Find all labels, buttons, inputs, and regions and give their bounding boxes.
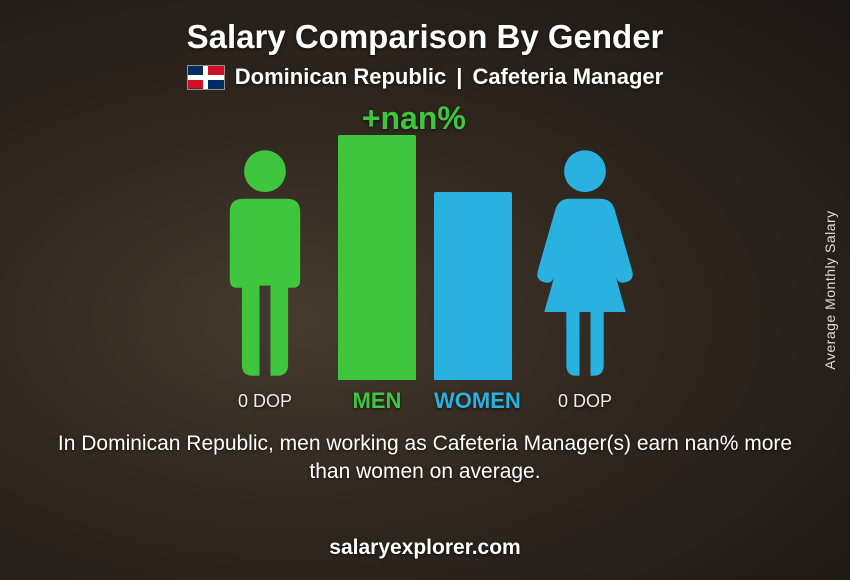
- site-label: salaryexplorer.com: [329, 536, 520, 560]
- country-label: Dominican Republic: [235, 64, 446, 90]
- male-figure: [210, 145, 320, 380]
- chart: +nan%: [145, 100, 705, 420]
- subtitle: Dominican Republic | Cafeteria Manager: [187, 64, 663, 90]
- delta-label: +nan%: [362, 100, 466, 137]
- infographic: Salary Comparison By Gender Dominican Re…: [0, 0, 850, 580]
- women-value: 0 DOP: [530, 391, 640, 412]
- female-figure: [530, 145, 640, 380]
- male-icon: [210, 145, 320, 380]
- men-bar: [338, 135, 416, 380]
- chart-labels: 0 DOP MEN WOMEN 0 DOP: [145, 388, 705, 414]
- separator: |: [456, 64, 462, 90]
- men-axis-label: MEN: [338, 388, 416, 414]
- flag-icon: [187, 65, 225, 90]
- women-axis-label: WOMEN: [434, 388, 512, 414]
- men-value: 0 DOP: [210, 391, 320, 412]
- women-bar: [434, 192, 512, 380]
- page-title: Salary Comparison By Gender: [187, 18, 664, 56]
- job-label: Cafeteria Manager: [472, 64, 663, 90]
- female-icon: [530, 145, 640, 380]
- chart-row: [145, 135, 705, 380]
- summary-text: In Dominican Republic, men working as Ca…: [45, 430, 805, 487]
